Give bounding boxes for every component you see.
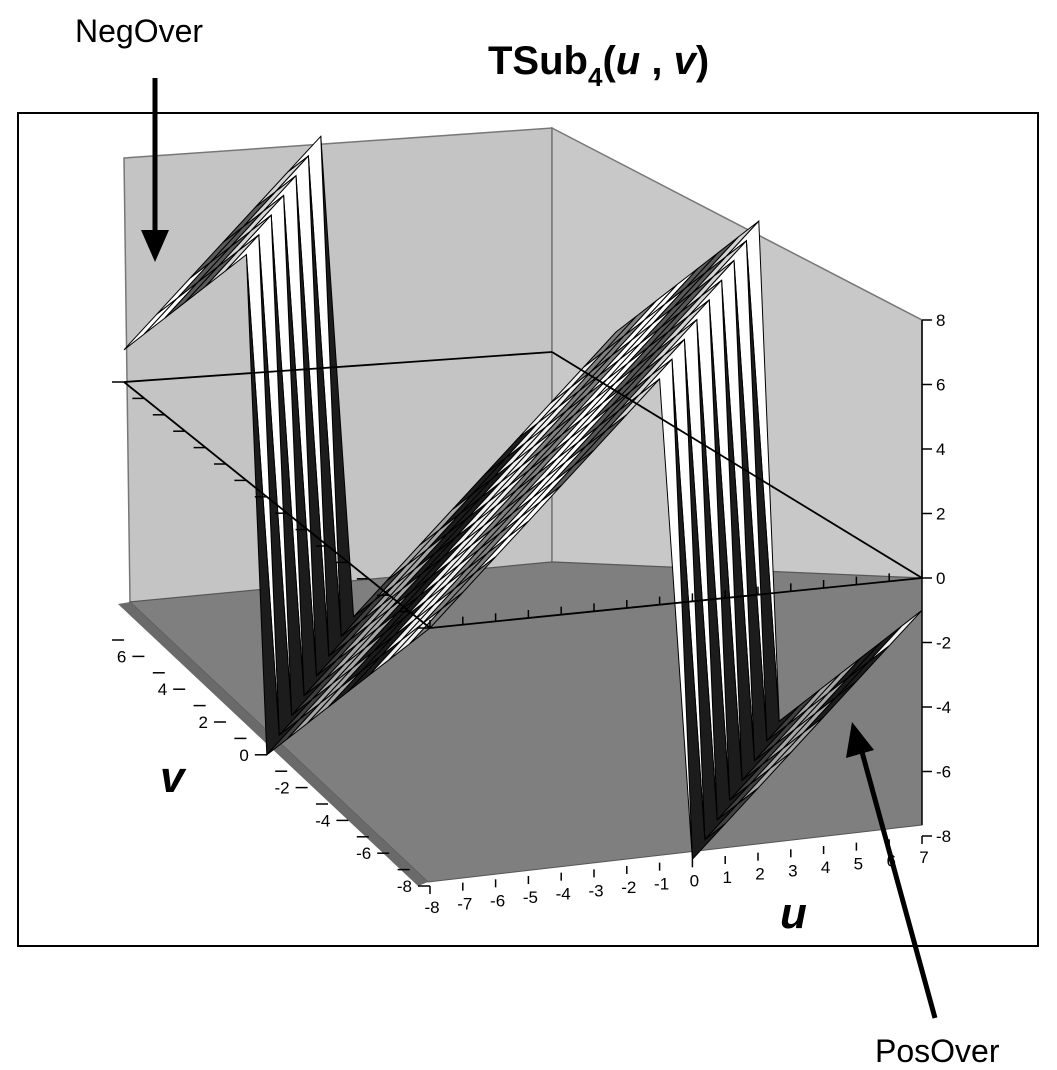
u-tick-label: -7	[457, 895, 472, 914]
zero-plane-lines	[123, 351, 923, 629]
chart-title: TSub4(u , v)	[488, 39, 709, 92]
u-tick-label: -4	[556, 885, 571, 904]
v-tick-label: -6	[356, 844, 371, 863]
v-tick-label: 2	[199, 713, 208, 732]
z-tick-label: -2	[936, 634, 951, 653]
surface-cell	[409, 592, 464, 645]
u-tick-label: 0	[690, 871, 699, 890]
title-var-v: v	[674, 39, 699, 83]
z-tick-label: 4	[936, 440, 945, 459]
posover-label: PosOver	[875, 1033, 1000, 1069]
z-tick-label: -4	[936, 698, 951, 717]
title-close-paren: )	[696, 39, 709, 83]
surface-mesh	[123, 135, 923, 861]
v-tick-label: 0	[239, 746, 248, 765]
z-tick-label: -8	[936, 827, 951, 846]
u-axis-label: u	[780, 889, 807, 938]
u-tick-label: -8	[424, 898, 439, 917]
negover-arrow-head	[141, 230, 169, 262]
v-tick-label: -2	[274, 779, 289, 798]
posover-arrow-shaft	[859, 751, 938, 1019]
title-separator: ,	[640, 39, 673, 83]
negover-label: NegOver	[75, 13, 203, 49]
u-tick-label: 2	[755, 865, 764, 884]
u-tick-label: 1	[722, 868, 731, 887]
u-tick-label: -1	[654, 875, 669, 894]
v-tick-label: -8	[397, 877, 412, 896]
v-tick-label: -4	[315, 811, 330, 830]
u-tick-label: -2	[621, 878, 636, 897]
u-tick-label: 5	[854, 855, 863, 874]
z-tick-label: 2	[936, 505, 945, 524]
u-tick-label: -3	[588, 881, 603, 900]
title-subscript: 4	[588, 62, 603, 92]
z-tick-label: 0	[936, 569, 945, 588]
v-tick-label: 6	[117, 647, 126, 666]
z-tick-label: -6	[936, 763, 951, 782]
z-tick-label: 8	[936, 311, 945, 330]
title-open-paren: (	[602, 39, 616, 83]
v-axis-label: v	[160, 753, 187, 802]
z-tick-label: 6	[936, 376, 945, 395]
u-tick-label: 4	[821, 858, 830, 877]
z-axis-ticks: 8 6 4 2 0 -2 -4 -6 -8	[922, 311, 951, 846]
u-tick-label: 3	[788, 861, 797, 880]
v-tick-label: 4	[158, 680, 167, 699]
u-tick-label: 7	[919, 848, 928, 867]
posover-arrow-head	[846, 722, 874, 758]
title-var-u: u	[616, 39, 640, 83]
u-tick-label: -6	[490, 891, 505, 910]
u-tick-label: -5	[523, 888, 538, 907]
title-main: TSub	[488, 39, 588, 83]
v-axis-ticks: 6 4 2 0 -2 -4 -6 -8	[112, 381, 430, 896]
